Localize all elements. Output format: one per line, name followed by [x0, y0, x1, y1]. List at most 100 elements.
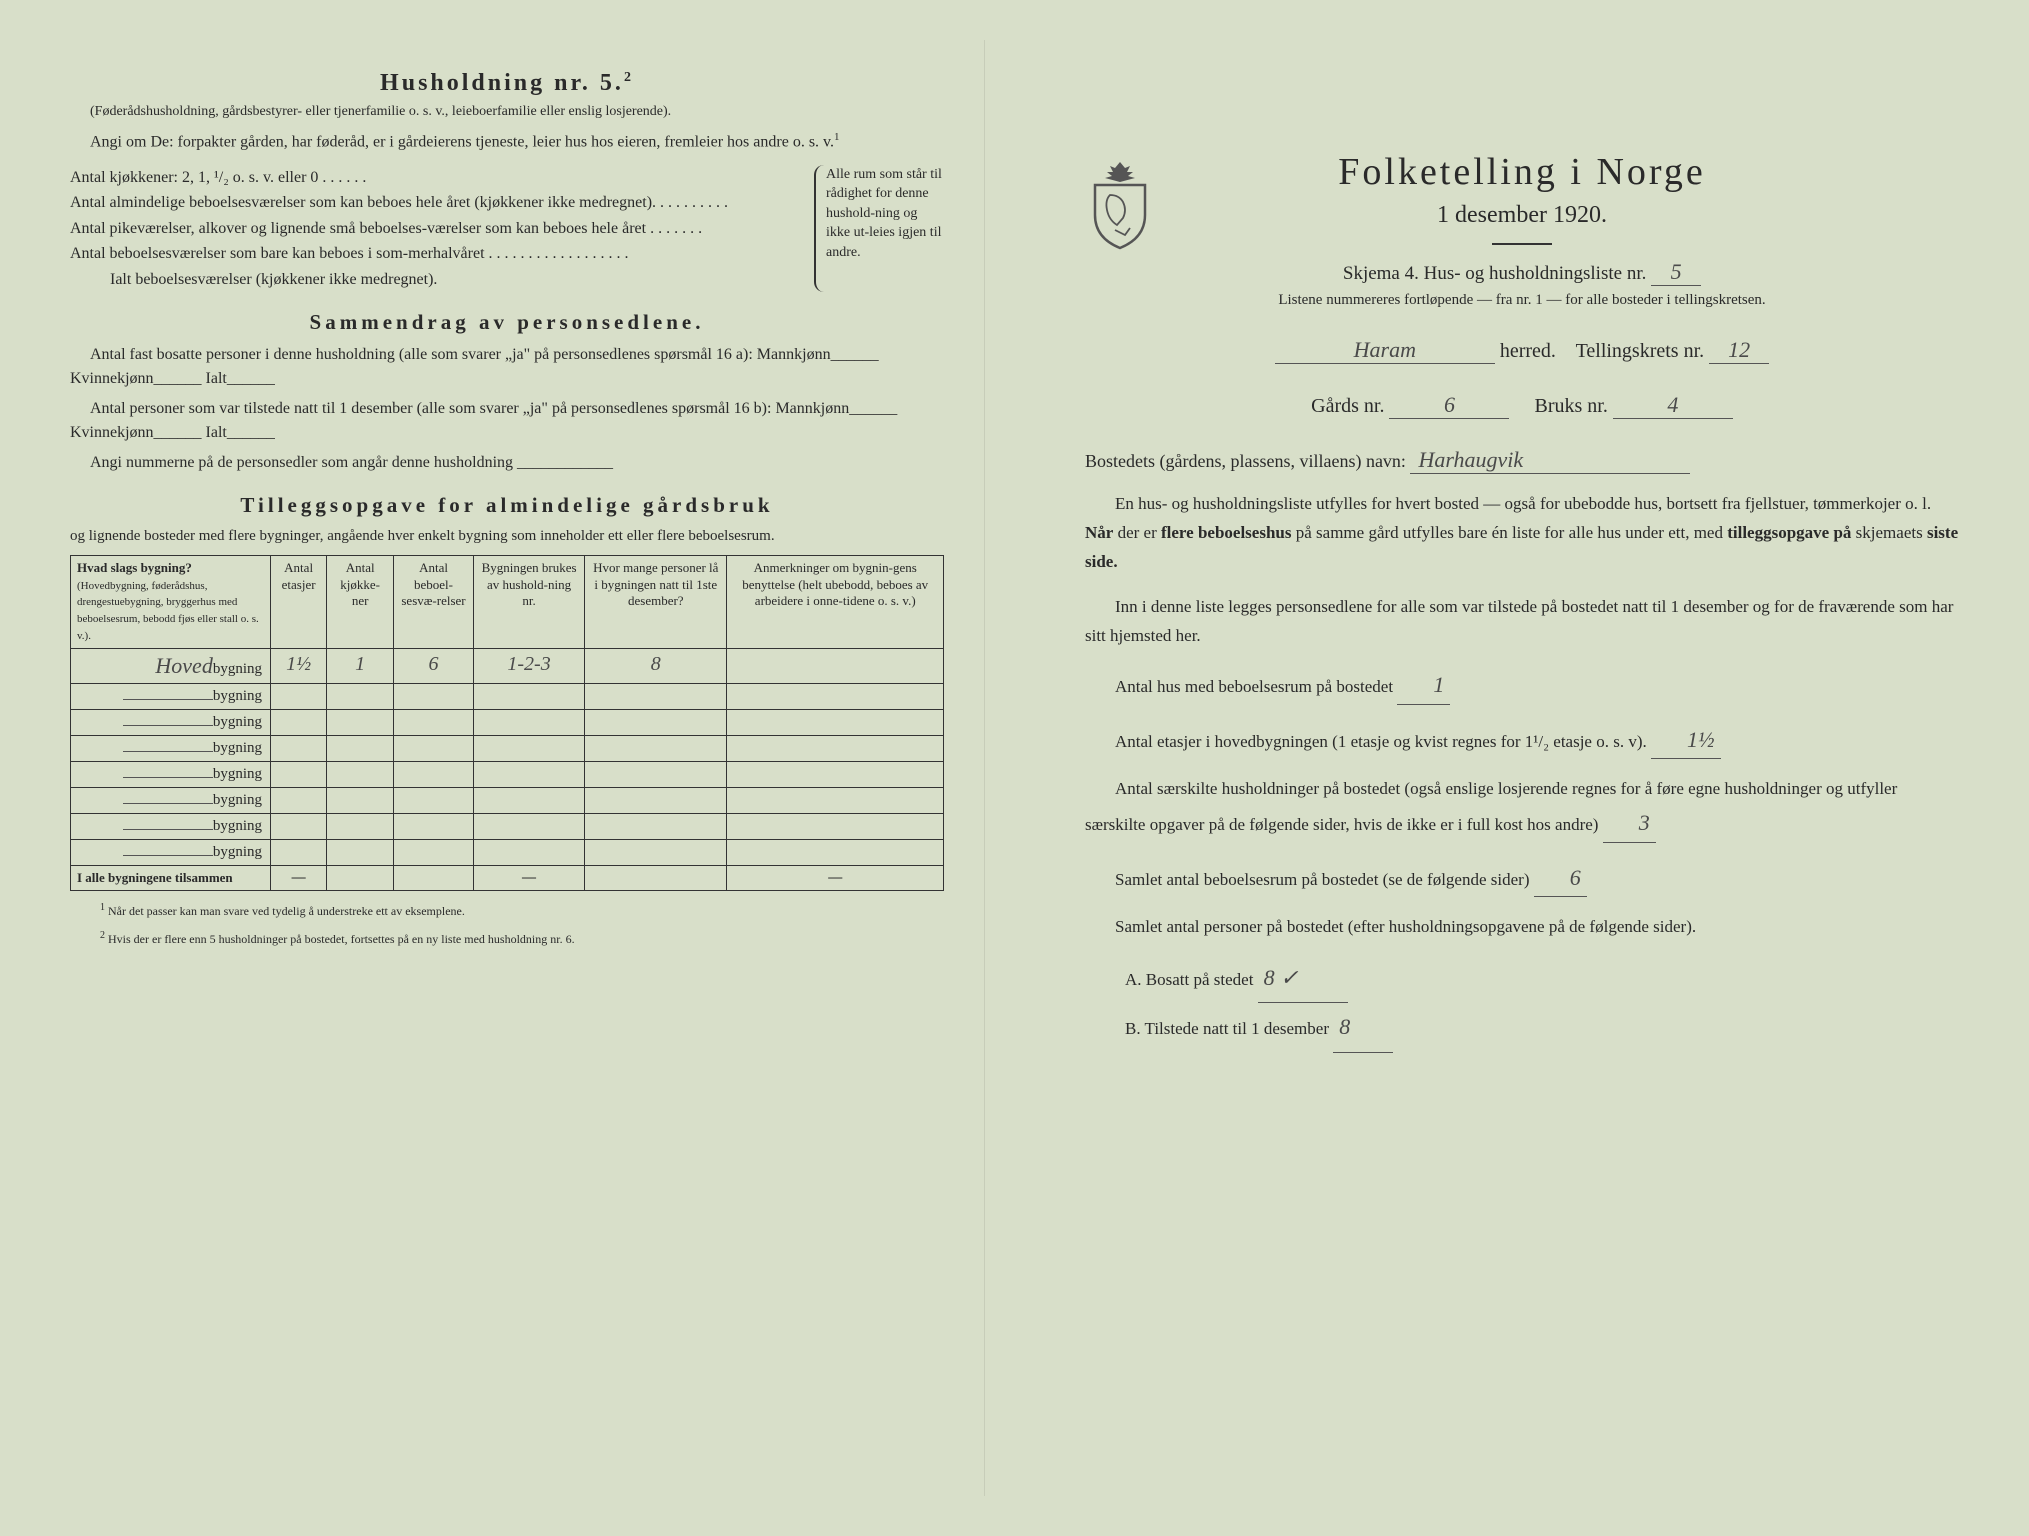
rooms-line-1: Antal almindelige beboelsesværelser som …	[70, 190, 814, 216]
rooms-total: Ialt beboelsesværelser (kjøkkener ikke m…	[70, 267, 814, 293]
footer-note-2: 2 Hvis der er flere enn 5 husholdninger …	[70, 929, 944, 948]
rooms-line-2: Antal pikeværelser, alkover og lignende …	[70, 216, 814, 242]
table-row: bygning	[71, 683, 944, 709]
cell-etasjer	[271, 683, 327, 709]
cell-anm	[727, 683, 944, 709]
cell-personer	[585, 735, 727, 761]
cell-beboelse	[394, 735, 474, 761]
household-heading: Husholdning nr. 5.2	[70, 70, 944, 97]
cell-personer	[585, 839, 727, 865]
main-title: Folketelling i Norge	[1085, 150, 1959, 194]
row-bygning-label: bygning	[71, 839, 271, 865]
cell-kjokken	[327, 735, 394, 761]
table-row: Hovedbygning1½161-2-38	[71, 648, 944, 683]
totals-dash3: —	[727, 865, 944, 890]
cell-anm	[727, 813, 944, 839]
cell-personer	[585, 683, 727, 709]
herred-row: Haram herred. Tellingskrets nr. 12	[1085, 337, 1959, 364]
cell-hushold	[473, 839, 584, 865]
totals-label: I alle bygningene tilsammen	[71, 865, 271, 890]
body-text-1: En hus- og husholdningsliste utfylles fo…	[1085, 490, 1959, 577]
q2: Antal etasjer i hovedbygningen (1 etasje…	[1085, 721, 1959, 759]
cell-hushold	[473, 813, 584, 839]
cell-kjokken	[327, 683, 394, 709]
q4: Samlet antal beboelsesrum på bostedet (s…	[1085, 859, 1959, 897]
cell-personer: 8	[585, 648, 727, 683]
table-row: bygning	[71, 761, 944, 787]
table-totals-row: I alle bygningene tilsammen — — —	[71, 865, 944, 890]
cell-hushold	[473, 735, 584, 761]
table-row: bygning	[71, 813, 944, 839]
q1: Antal hus med beboelsesrum på bostedet 1	[1085, 666, 1959, 704]
cell-beboelse	[394, 813, 474, 839]
th-anm: Anmerkninger om bygnin-gens benyttelse (…	[727, 556, 944, 648]
cell-anm	[727, 709, 944, 735]
th-kjokken: Antal kjøkke-ner	[327, 556, 394, 648]
q3-ans: 3	[1603, 804, 1656, 842]
right-header: Folketelling i Norge 1 desember 1920. Sk…	[1085, 150, 1959, 309]
row-bygning-label: bygning	[71, 709, 271, 735]
cell-beboelse	[394, 761, 474, 787]
summary-p3: Angi nummerne på de personsedler som ang…	[70, 451, 944, 475]
cell-etasjer	[271, 787, 327, 813]
qa: A. Bosatt på stedet 8 ✓	[1125, 954, 1959, 1003]
q3: Antal særskilte husholdninger på bostede…	[1085, 775, 1959, 842]
rooms-line-3: Antal beboelsesværelser som bare kan beb…	[70, 241, 814, 267]
cell-kjokken	[327, 761, 394, 787]
table-header-row: Hvad slags bygning? (Hovedbygning, føder…	[71, 556, 944, 648]
gards-nr: 6	[1389, 392, 1509, 419]
main-date: 1 desember 1920.	[1085, 202, 1959, 229]
footer-note-1: 1 Når det passer kan man svare ved tydel…	[70, 901, 944, 920]
q4-ans: 6	[1534, 859, 1587, 897]
left-page: Husholdning nr. 5.2 (Føderådshusholdning…	[30, 40, 985, 1496]
row-bygning-label: bygning	[71, 761, 271, 787]
cell-anm	[727, 761, 944, 787]
krets-nr: 12	[1709, 337, 1769, 364]
th-bygning: Hvad slags bygning? (Hovedbygning, føder…	[71, 556, 271, 648]
cell-hushold: 1-2-3	[473, 648, 584, 683]
totals-dash: —	[271, 865, 327, 890]
q1-ans: 1	[1397, 666, 1450, 704]
cell-beboelse	[394, 709, 474, 735]
cell-etasjer	[271, 839, 327, 865]
bosted-row: Bostedets (gårdens, plassens, villaens) …	[1085, 447, 1959, 474]
cell-etasjer	[271, 813, 327, 839]
cell-etasjer	[271, 709, 327, 735]
cell-beboelse: 6	[394, 648, 474, 683]
tillegg-note: og lignende bosteder med flere bygninger…	[70, 526, 944, 547]
household-note: (Føderådshusholdning, gårdsbestyrer- ell…	[70, 103, 944, 121]
household-sup: 2	[624, 70, 634, 85]
cell-kjokken	[327, 709, 394, 735]
qb: B. Tilstede natt til 1 desember 8	[1125, 1003, 1959, 1052]
kitchens-line: Antal kjøkkener: 2, 1, ¹/₂ o. s. v. elle…	[70, 165, 814, 191]
buildings-table: Hvad slags bygning? (Hovedbygning, føder…	[70, 555, 944, 890]
row-bygning-label: bygning	[71, 813, 271, 839]
q5: Samlet antal personer på bostedet (efter…	[1085, 913, 1959, 942]
cell-personer	[585, 787, 727, 813]
cell-anm	[727, 735, 944, 761]
divider	[1492, 243, 1552, 245]
row-bygning-label: bygning	[71, 735, 271, 761]
th-hushold: Bygningen brukes av hushold-ning nr.	[473, 556, 584, 648]
th-etasjer: Antal etasjer	[271, 556, 327, 648]
table-row: bygning	[71, 787, 944, 813]
cell-etasjer	[271, 761, 327, 787]
brace-text: Alle rum som står til rådighet for denne…	[814, 165, 944, 293]
cell-etasjer	[271, 735, 327, 761]
household-title: Husholdning nr. 5.	[380, 70, 624, 96]
answers-ab: A. Bosatt på stedet 8 ✓ B. Tilstede natt…	[1125, 954, 1959, 1053]
summary-title: Sammendrag av personsedlene.	[70, 310, 944, 335]
rooms-brace-section: Antal kjøkkener: 2, 1, ¹/₂ o. s. v. elle…	[70, 165, 944, 293]
cell-beboelse	[394, 787, 474, 813]
cell-personer	[585, 761, 727, 787]
cell-hushold	[473, 787, 584, 813]
household-para: Angi om De: forpakter gården, har føderå…	[70, 129, 944, 154]
tillegg-title: Tilleggsopgave for almindelige gårdsbruk	[70, 493, 944, 518]
crest-icon	[1085, 160, 1155, 250]
cell-kjokken: 1	[327, 648, 394, 683]
cell-kjokken	[327, 787, 394, 813]
summary-p2: Antal personer som var tilstede natt til…	[70, 397, 944, 445]
cell-kjokken	[327, 839, 394, 865]
q2-ans: 1½	[1651, 721, 1721, 759]
table-row: bygning	[71, 709, 944, 735]
